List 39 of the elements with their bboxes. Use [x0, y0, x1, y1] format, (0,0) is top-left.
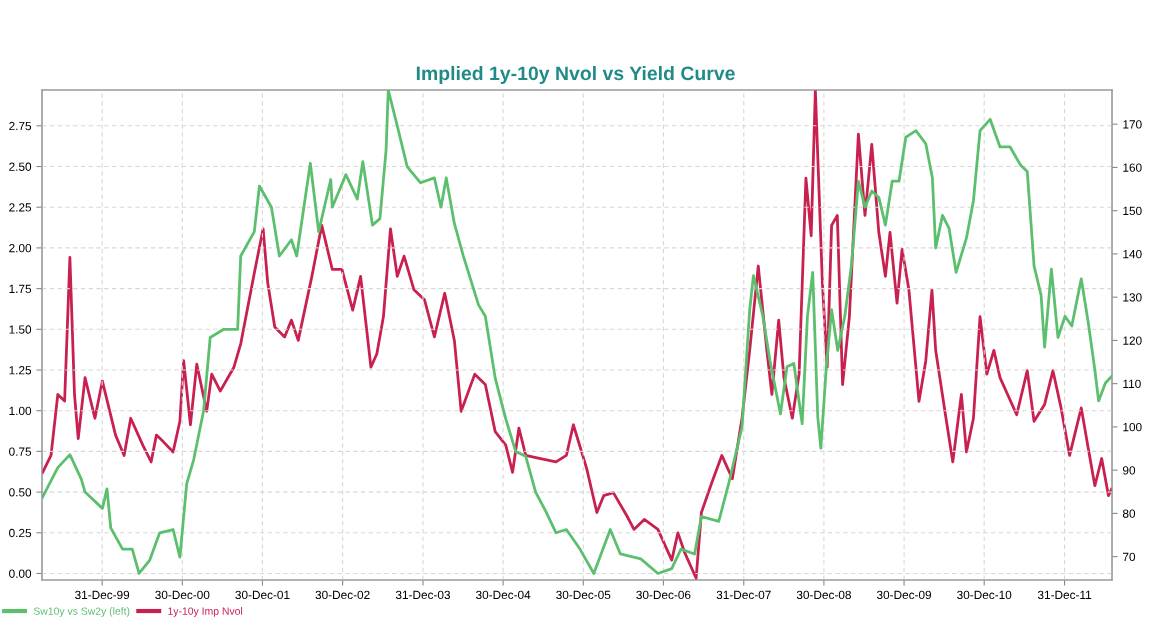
chart-title: Implied 1y-10y Nvol vs Yield Curve: [416, 65, 735, 85]
y2-tick-label: 70: [1123, 552, 1136, 562]
x-tick-label: 30-Dec-02: [315, 590, 370, 600]
y-tick-label: 0.75: [9, 447, 32, 456]
x-tick-label: 30-Dec-08: [796, 590, 851, 600]
y2-tick-label: 130: [1123, 293, 1142, 302]
x-tick-label: 30-Dec-09: [876, 590, 932, 600]
x-tick-label: 31-Dec-99: [75, 590, 130, 600]
legend-label: Sw10y vs Sw2y (left): [33, 607, 130, 617]
y2-tick-label: 80: [1122, 509, 1136, 518]
x-tick-label: 30-Dec-04: [476, 590, 531, 600]
x-tick-label: 30-Dec-05: [556, 590, 611, 600]
y2-tick-label: 100: [1123, 422, 1142, 432]
x-tick-label: 30-Dec-06: [636, 590, 691, 600]
y-tick-label: 1.75: [9, 284, 32, 293]
y-tick-label: 2.75: [9, 121, 32, 131]
y-tick-label: 2.00: [9, 243, 32, 253]
x-tick-label: 31-Dec-11: [1037, 590, 1092, 600]
y-tick-label: 0.25: [9, 528, 32, 538]
y2-tick-label: 170: [1123, 120, 1142, 129]
y-tick-label: 0.50: [9, 488, 32, 497]
legend-label: 1y-10y Imp Nvol: [168, 607, 243, 617]
y-tick-label: 1.50: [9, 325, 32, 334]
y-tick-label: 1.00: [9, 406, 32, 416]
x-tick-label: 31-Dec-07: [716, 590, 771, 600]
y2-tick-label: 90: [1122, 466, 1136, 475]
x-tick-label: 30-Dec-01: [235, 590, 290, 600]
y2-tick-label: 160: [1123, 163, 1142, 172]
x-tick-label: 30-Dec-00: [155, 590, 210, 600]
x-tick-label: 30-Dec-10: [957, 590, 1012, 600]
y-tick-label: 1.25: [9, 366, 32, 375]
y2-tick-label: 150: [1123, 206, 1142, 216]
y-tick-label: 2.25: [9, 203, 32, 212]
y2-tick-label: 140: [1123, 249, 1142, 259]
y-tick-label: 0.00: [9, 569, 32, 578]
y2-tick-label: 120: [1123, 336, 1142, 345]
y2-tick-label: 110: [1123, 379, 1141, 389]
y-tick-label: 2.50: [9, 162, 32, 171]
x-tick-label: 31-Dec-03: [395, 590, 451, 600]
